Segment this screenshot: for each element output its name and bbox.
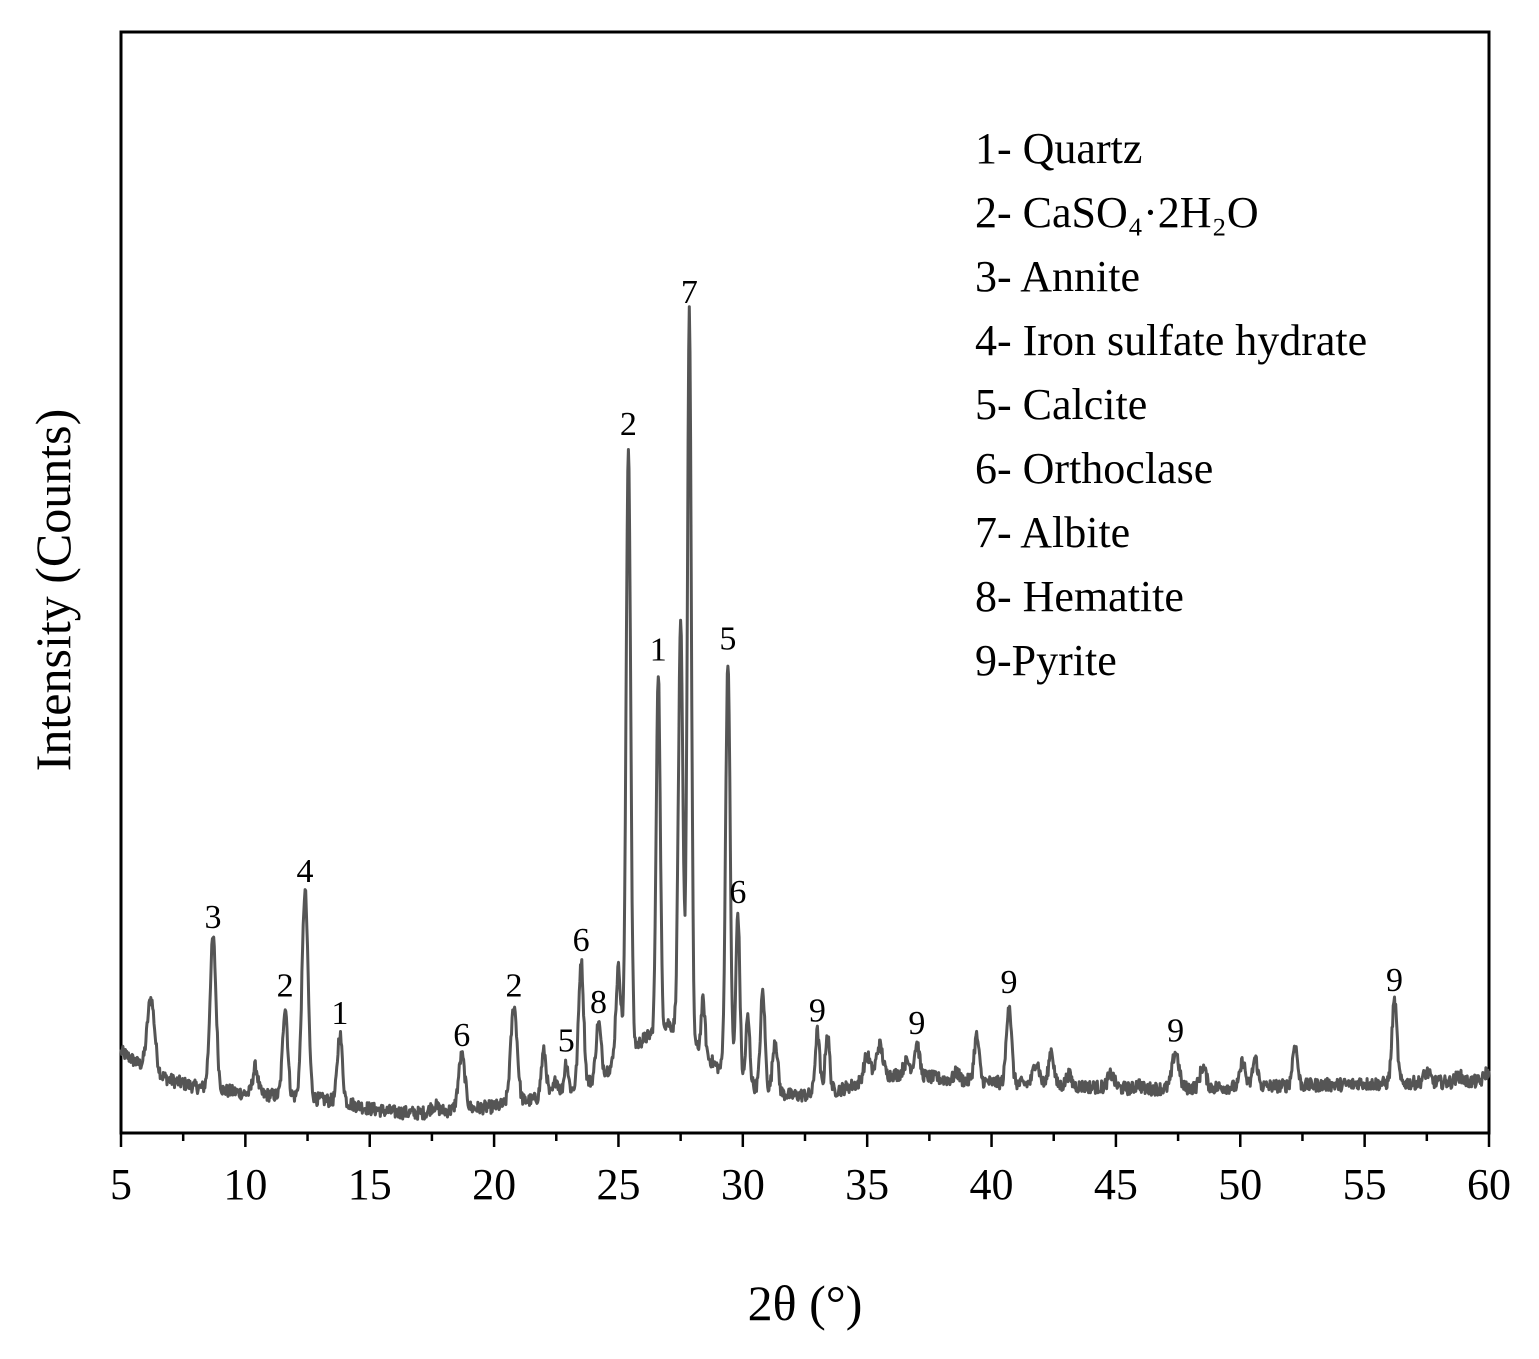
x-tick-label: 25 — [596, 1160, 640, 1209]
legend-entry: 6- Orthoclase — [975, 444, 1213, 493]
peak-label: 5 — [719, 621, 736, 658]
x-tick-label: 45 — [1094, 1160, 1138, 1209]
peak-label: 1 — [650, 632, 667, 669]
phase-legend: 1- Quartz 2- CaSO₄·2H₂O 3- Annite 4- Iron s… — [975, 124, 1367, 685]
x-tick-label: 5 — [110, 1160, 132, 1209]
peak-label: 1 — [331, 995, 348, 1032]
x-tick-label: 60 — [1467, 1160, 1511, 1209]
legend-entry: 3- Annite — [975, 252, 1140, 301]
x-tick-label: 15 — [348, 1160, 392, 1209]
x-axis-ticks: 5 10 15 20 25 30 35 40 45 50 55 60 — [110, 1133, 1511, 1209]
x-tick-label: 10 — [223, 1160, 267, 1209]
x-axis-title: 2θ (°) — [748, 1275, 863, 1331]
peak-label: 7 — [681, 274, 698, 311]
peak-label: 5 — [558, 1022, 575, 1059]
legend-entry: 5- Calcite — [975, 380, 1147, 429]
x-tick-label: 35 — [845, 1160, 889, 1209]
legend-entry: 1- Quartz — [975, 124, 1142, 173]
peak-label: 9 — [908, 1005, 925, 1042]
legend-entry: 2- CaSO₄·2H₂O — [975, 188, 1259, 237]
peak-label: 6 — [573, 922, 590, 959]
legend-entry: 8- Hematite — [975, 572, 1184, 621]
x-tick-label: 30 — [721, 1160, 765, 1209]
peak-label: 3 — [205, 899, 222, 936]
plot-frame — [119, 30, 1491, 1135]
legend-entry: 7- Albite — [975, 508, 1130, 557]
peak-label: 4 — [297, 853, 314, 890]
peak-label: 2 — [620, 406, 637, 443]
diffraction-pattern-line — [119, 305, 1491, 1121]
x-tick-label: 50 — [1218, 1160, 1262, 1209]
y-axis-title: Intensity (Counts) — [25, 409, 81, 771]
peak-label: 6 — [729, 874, 746, 911]
legend-entry: 4- Iron sulfate hydrate — [975, 316, 1367, 365]
peak-label: 2 — [505, 967, 522, 1004]
x-tick-label: 40 — [970, 1160, 1014, 1209]
x-tick-label: 20 — [472, 1160, 516, 1209]
peak-label: 9 — [1167, 1013, 1184, 1050]
peak-label: 9 — [809, 993, 826, 1030]
legend-entry: 9-Pyrite — [975, 636, 1117, 685]
x-tick-label: 55 — [1343, 1160, 1387, 1209]
peak-label: 6 — [453, 1017, 470, 1054]
peak-label: 8 — [590, 984, 607, 1021]
peak-label: 2 — [277, 967, 294, 1004]
peak-label: 9 — [1000, 964, 1017, 1001]
peak-label: 9 — [1386, 962, 1403, 999]
